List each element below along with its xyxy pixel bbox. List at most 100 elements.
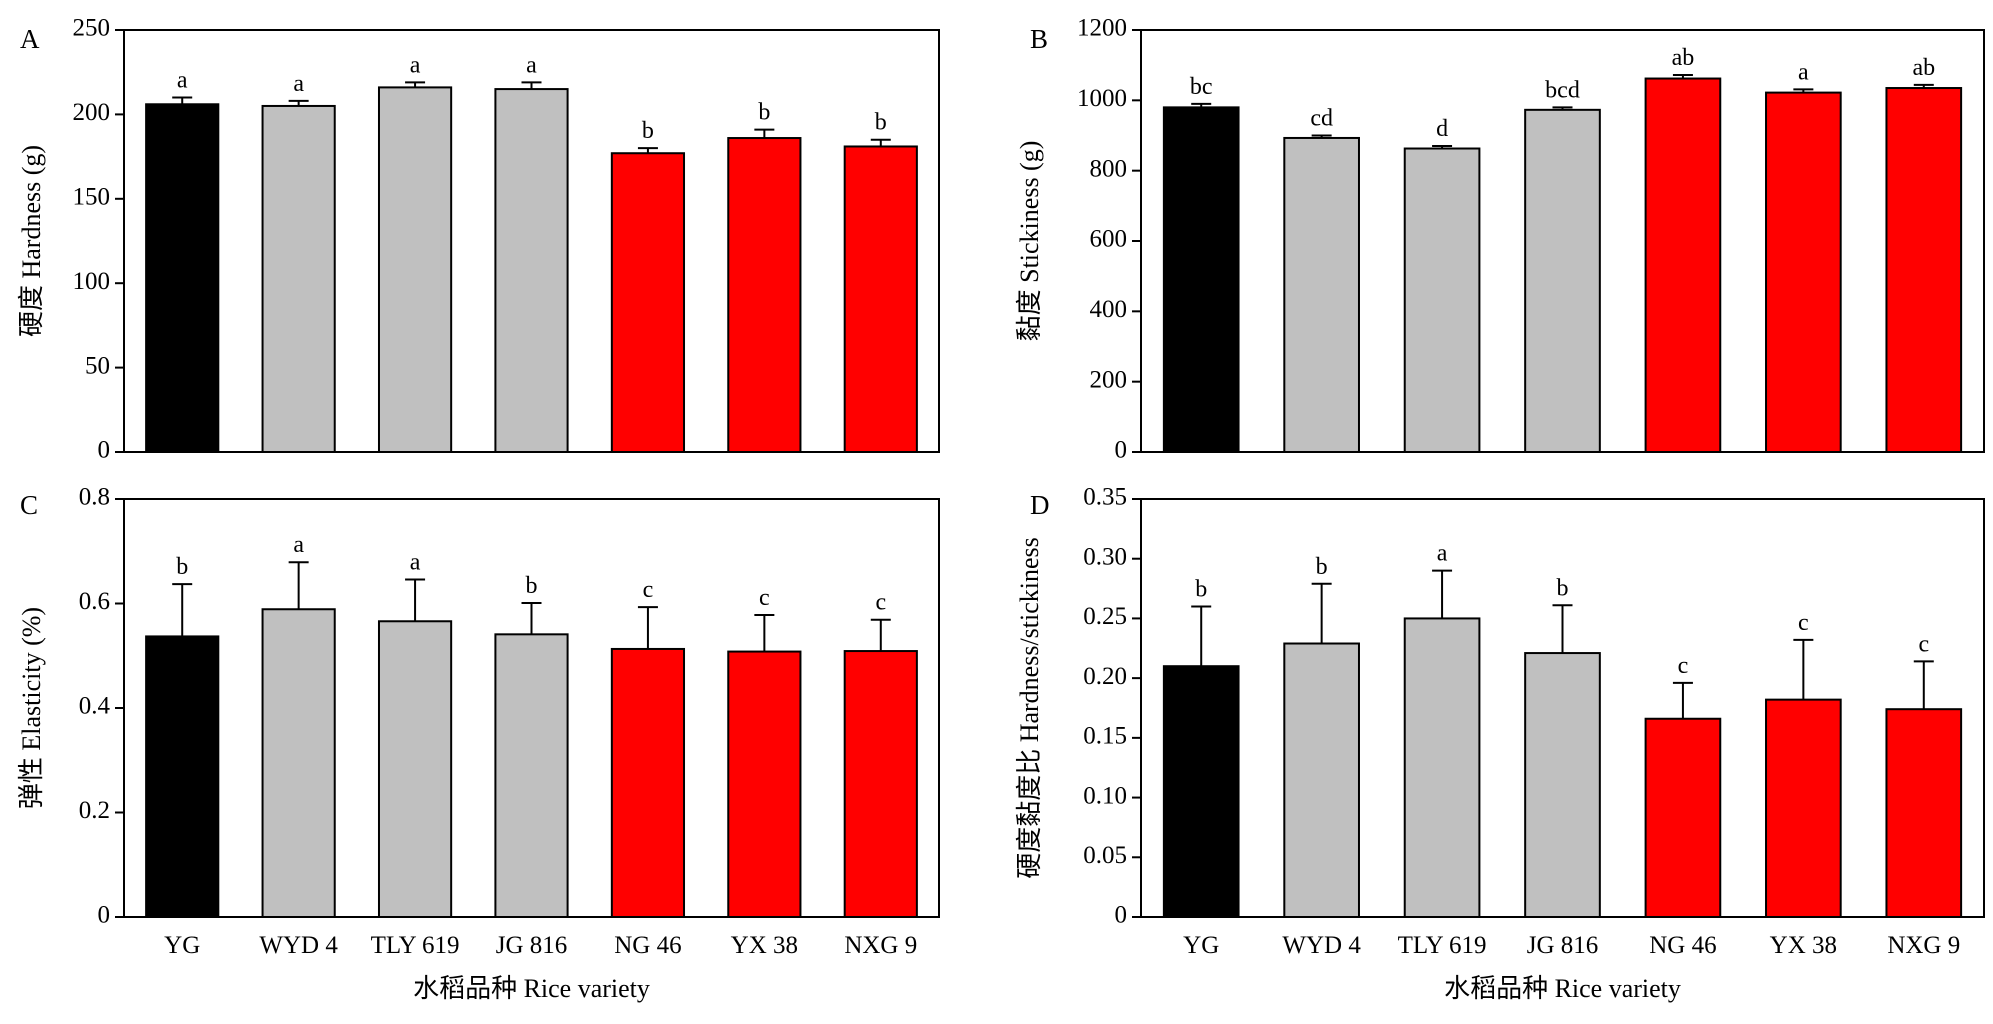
significance-letter: a: [293, 532, 304, 558]
x-tick-label: NG 46: [1649, 932, 1716, 959]
significance-letter: cd: [1310, 106, 1333, 132]
plot-frame: [1140, 29, 1985, 453]
significance-letter: c: [643, 577, 654, 603]
significance-letter: c: [1798, 610, 1809, 636]
bar: [1644, 717, 1722, 919]
y-tick-label: 800: [1090, 155, 1128, 182]
significance-letter: bcd: [1545, 77, 1580, 103]
significance-letter: b: [526, 573, 538, 599]
significance-letter: a: [177, 68, 188, 94]
y-tick-label: 50: [85, 352, 110, 379]
significance-letter: a: [526, 52, 537, 78]
y-tick-label: 0.10: [1083, 782, 1127, 809]
bar: [843, 650, 918, 918]
y-tick-label: 0.6: [79, 588, 110, 615]
bar: [494, 633, 569, 918]
bar: [1283, 642, 1360, 918]
bar: [1765, 698, 1842, 919]
plot-frame: [123, 29, 940, 453]
y-tick-label: 0: [1115, 437, 1128, 464]
significance-letter: a: [293, 71, 304, 97]
significance-letter: ab: [1912, 55, 1935, 81]
significance-letter: bc: [1190, 74, 1213, 100]
bar: [261, 104, 336, 454]
y-axis-title: 硬度黏度比 Hardness/stickiness: [1015, 537, 1044, 879]
y-tick-label: 0.30: [1083, 543, 1127, 570]
significance-letter: b: [642, 118, 654, 144]
bar: [145, 103, 220, 453]
bar: [261, 608, 336, 918]
plot-frame: [1140, 498, 1985, 918]
x-tick-label: YX 38: [731, 932, 798, 959]
chart-panel-c: C 弹性 Elasticity (%) 0 0.2 0.4 0.6 0.8 b YG a WYD 4…: [17, 484, 940, 1003]
panel-letter: B: [1030, 24, 1048, 54]
bar: [1524, 652, 1601, 918]
y-tick-label: 0: [98, 902, 111, 929]
y-tick-label: 600: [1090, 226, 1128, 253]
y-tick-label: 0: [98, 437, 111, 464]
chart-panel-b: B 黏度 Stickiness (g) 0 200 400 600 800 1000 1200 b…: [1015, 15, 1985, 464]
y-tick-label: 1200: [1077, 15, 1127, 42]
y-tick-label: 0.35: [1083, 484, 1127, 511]
y-tick-label: 0.2: [79, 797, 110, 824]
y-axis-title: 黏度 Stickiness (g): [1015, 141, 1044, 342]
significance-letter: c: [1678, 653, 1689, 679]
x-tick-label: YG: [1183, 932, 1219, 959]
bar: [1403, 617, 1481, 919]
bar: [494, 88, 569, 454]
x-axis-title: 水稻品种 Rice variety: [413, 974, 650, 1003]
bar: [377, 86, 453, 453]
x-axis-title: 水稻品种 Rice variety: [1444, 974, 1681, 1003]
y-tick-label: 0.4: [79, 693, 111, 720]
bar: [1162, 665, 1240, 919]
y-tick-label: 0.8: [79, 484, 110, 511]
panel-letter: C: [20, 490, 38, 520]
significance-letter: a: [410, 549, 421, 575]
bar: [1644, 77, 1722, 453]
significance-letter: c: [1918, 631, 1929, 657]
plot-frame: [123, 498, 940, 918]
chart-panel-d: D 硬度黏度比 Hardness/stickiness 0 0.05 0.10 0.15 0…: [1015, 484, 1985, 1003]
significance-letter: b: [758, 100, 770, 126]
y-tick-label: 0.20: [1083, 663, 1127, 690]
significance-letter: b: [1316, 554, 1328, 580]
bar: [1524, 108, 1601, 453]
significance-letter: c: [759, 585, 770, 611]
x-tick-label: NXG 9: [844, 932, 917, 959]
x-tick-label: JG 816: [496, 932, 568, 959]
bar: [1765, 91, 1842, 453]
significance-letter: b: [875, 110, 887, 136]
panel-letter: D: [1030, 490, 1050, 520]
chart-panel-a: A 硬度 Hardness (g) 0 50 100 150 200 250 a a a a b b b: [17, 15, 940, 464]
x-tick-label: TLY 619: [1398, 932, 1487, 959]
y-tick-label: 100: [73, 268, 111, 295]
bar: [1283, 136, 1360, 453]
significance-letter: a: [1437, 541, 1448, 567]
significance-letter: ab: [1672, 45, 1695, 71]
bar: [1403, 147, 1481, 454]
y-tick-label: 1000: [1077, 85, 1127, 112]
significance-letter: d: [1436, 116, 1448, 142]
y-tick-label: 200: [1090, 366, 1128, 393]
bar: [610, 152, 686, 453]
y-tick-label: 0.15: [1083, 723, 1127, 750]
x-tick-label: NG 46: [614, 932, 681, 959]
bar: [727, 650, 802, 918]
bar: [843, 145, 918, 454]
bar: [1885, 708, 1963, 918]
y-tick-label: 400: [1090, 296, 1128, 323]
x-tick-label: YG: [164, 932, 200, 959]
x-tick-label: JG 816: [1527, 932, 1599, 959]
bar: [1885, 87, 1963, 454]
bar: [727, 137, 802, 453]
bar: [145, 635, 220, 918]
significance-letter: b: [1195, 576, 1207, 602]
y-axis-title: 弹性 Elasticity (%): [17, 607, 46, 809]
significance-letter: a: [1798, 59, 1809, 85]
significance-letter: b: [1557, 575, 1569, 601]
bar: [377, 620, 453, 918]
y-tick-label: 0.05: [1083, 842, 1127, 869]
significance-letter: a: [410, 52, 421, 78]
y-tick-label: 0.25: [1083, 603, 1127, 630]
